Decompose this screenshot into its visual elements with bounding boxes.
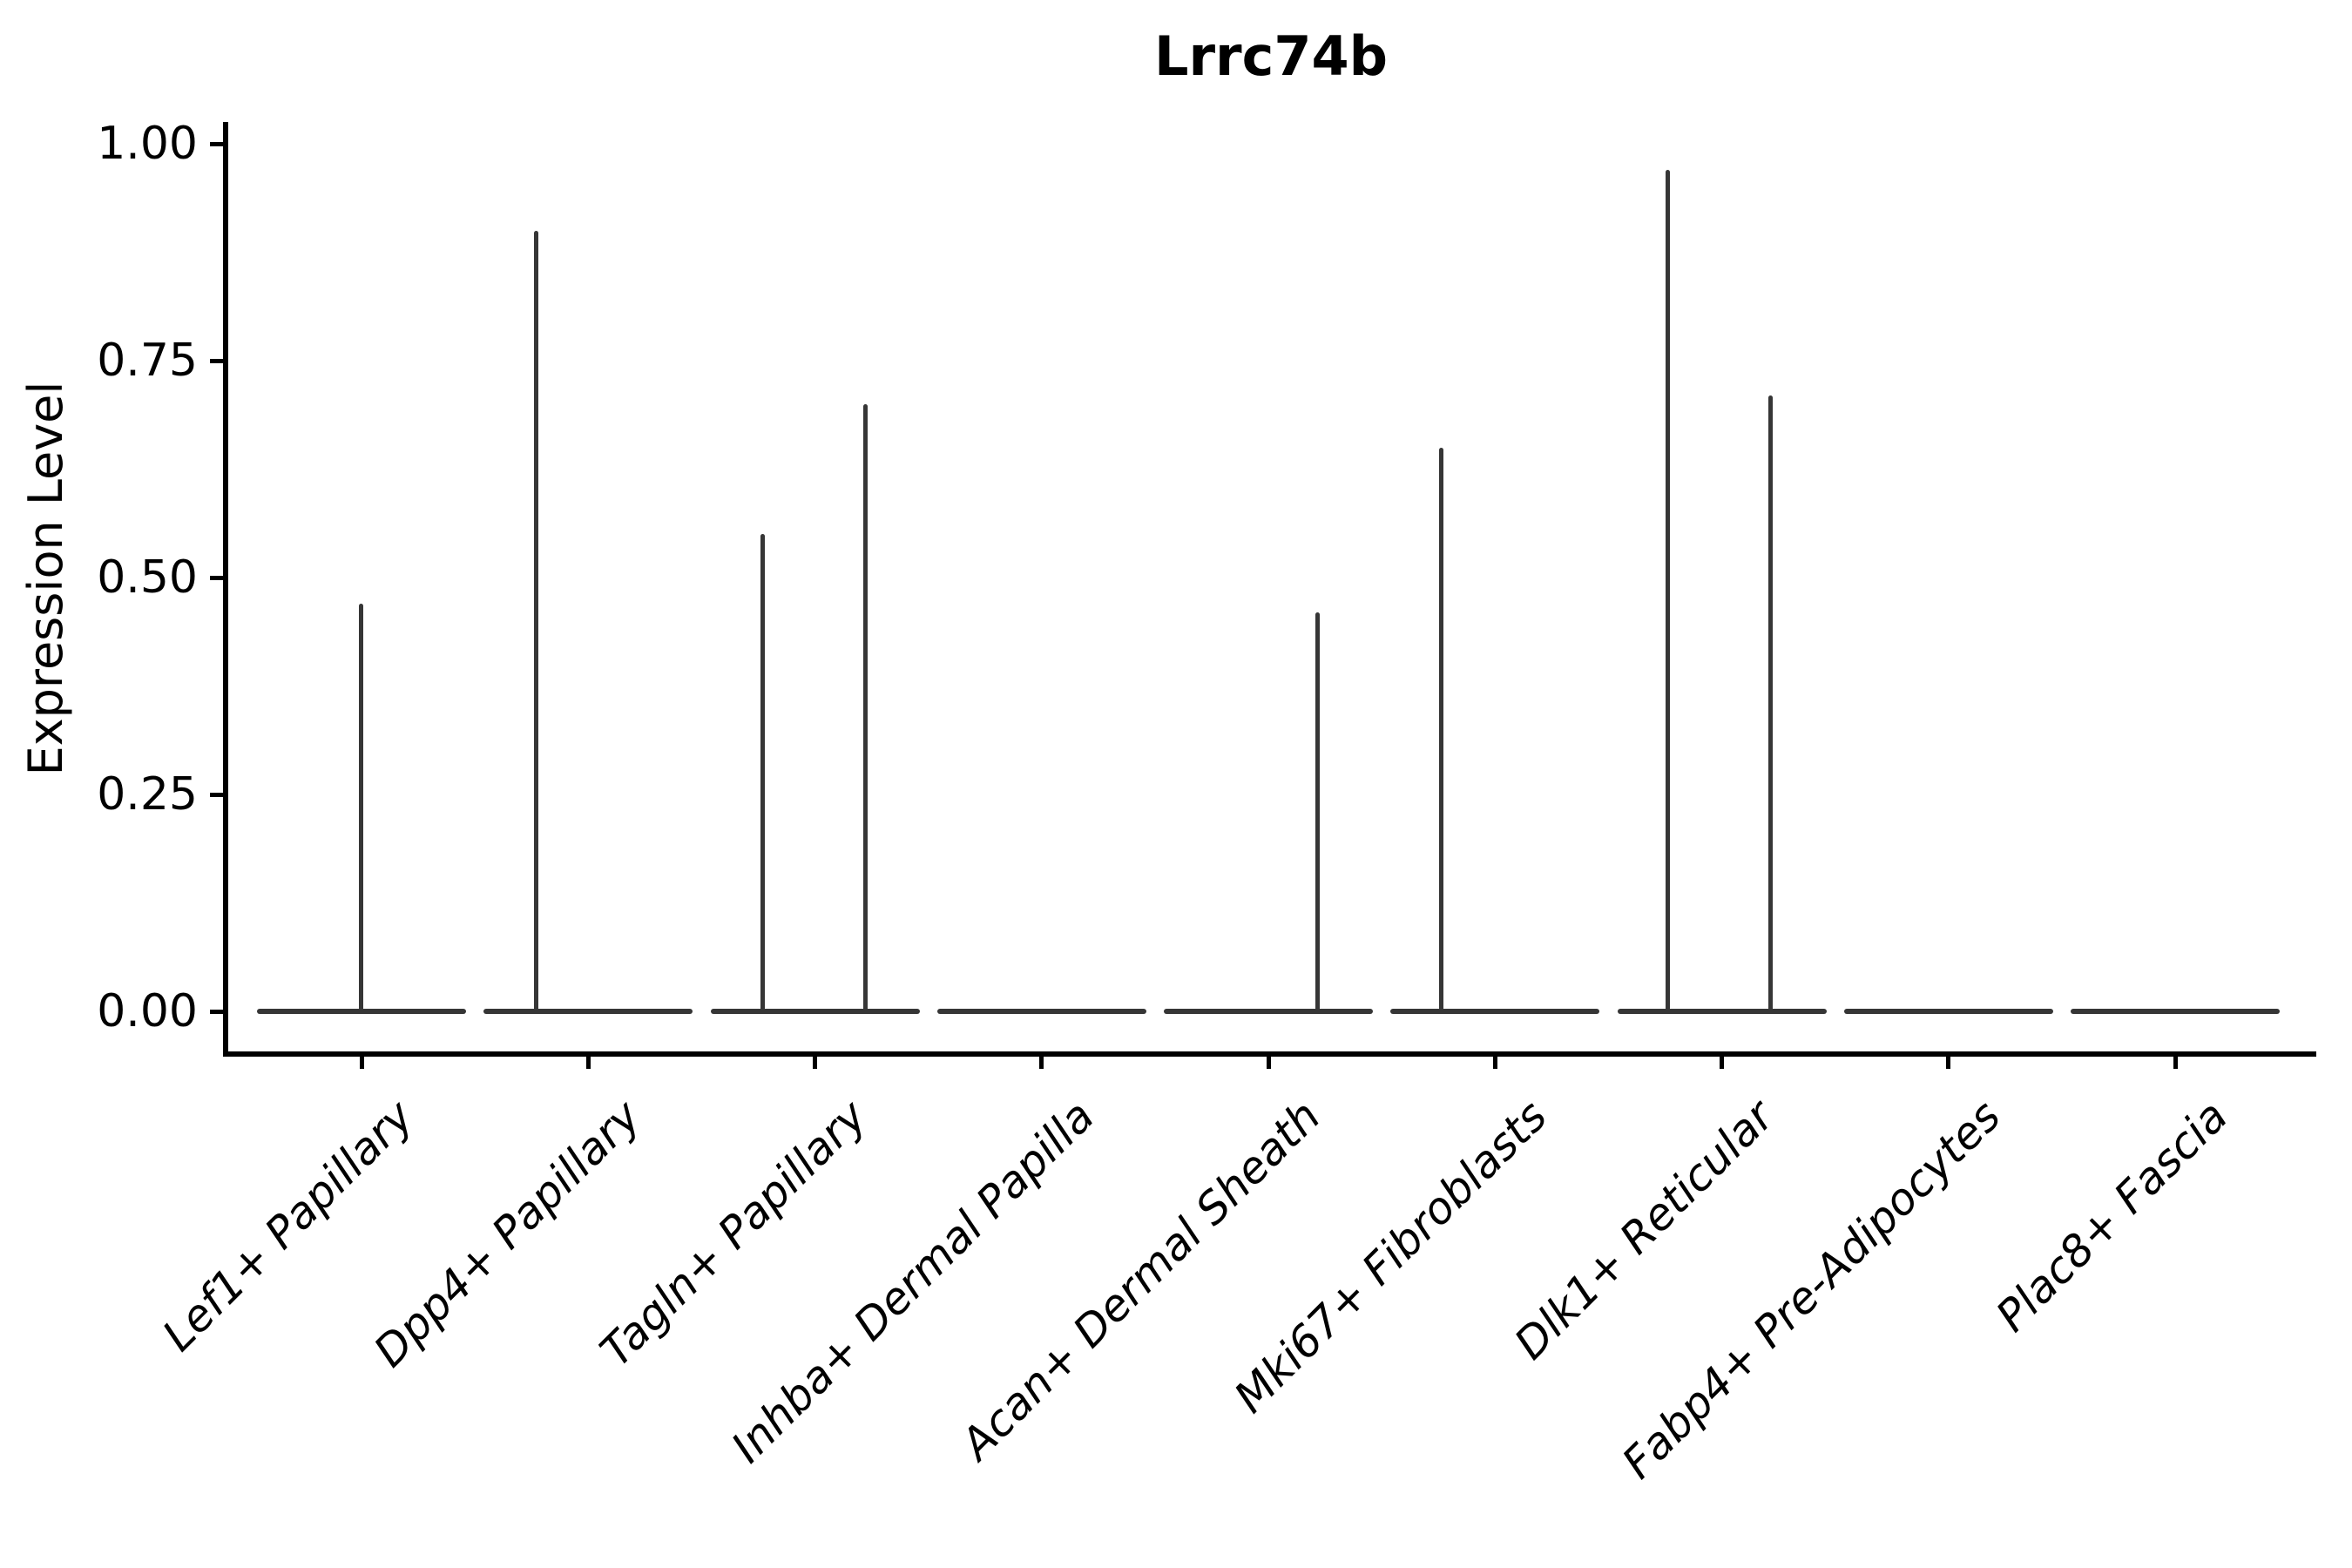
violin-spike xyxy=(358,603,363,1011)
violin-body xyxy=(936,1009,1146,1014)
violin-spike xyxy=(1315,612,1320,1011)
x-tick-label: Acan+ Dermal Sheath xyxy=(951,1091,1331,1470)
x-tick-label: Inhba+ Dermal Papilla xyxy=(721,1091,1104,1473)
x-tick-mark xyxy=(2173,1057,2178,1069)
x-tick-mark xyxy=(1720,1057,1724,1069)
x-tick-mark xyxy=(1266,1057,1271,1069)
x-tick-mark xyxy=(1946,1057,1951,1069)
chart-title: Lrrc74b xyxy=(1153,24,1389,88)
x-tick-label: Fabp4+ Pre-Adipocytes xyxy=(1612,1091,2011,1489)
violin-body xyxy=(710,1009,920,1014)
y-tick-label: 0.25 xyxy=(97,768,198,821)
violin-body xyxy=(1164,1009,1373,1014)
y-tick-mark xyxy=(210,1009,223,1014)
x-axis-spine xyxy=(223,1051,2316,1057)
y-tick-label: 0.50 xyxy=(97,551,198,604)
x-tick-label: Plac8+ Fascia xyxy=(1986,1091,2238,1342)
violin-body xyxy=(2071,1009,2280,1014)
y-tick-label: 1.00 xyxy=(97,118,198,170)
violin-spike xyxy=(533,230,538,1011)
y-tick-label: 0.75 xyxy=(97,335,198,387)
violin-body xyxy=(483,1009,693,1014)
x-tick-mark xyxy=(1039,1057,1044,1069)
x-tick-label: Lef1+ Papillary xyxy=(152,1091,424,1362)
violin-spike xyxy=(1768,395,1773,1011)
x-tick-mark xyxy=(813,1057,817,1069)
y-tick-mark xyxy=(210,141,223,146)
violin-body xyxy=(1843,1009,2053,1014)
violin-spike xyxy=(1438,447,1443,1011)
y-tick-mark xyxy=(210,358,223,363)
violin-body xyxy=(1617,1009,1827,1014)
y-tick-label: 0.00 xyxy=(97,985,198,1037)
violin-body xyxy=(1390,1009,1600,1014)
violin-spike xyxy=(1666,169,1670,1011)
y-axis-spine xyxy=(223,122,228,1057)
x-tick-mark xyxy=(585,1057,591,1069)
x-tick-mark xyxy=(1492,1057,1497,1069)
violin-spike xyxy=(760,534,765,1011)
violin-body xyxy=(257,1009,466,1014)
y-tick-mark xyxy=(210,575,223,580)
y-tick-mark xyxy=(210,792,223,797)
violin-spike xyxy=(863,403,868,1011)
x-tick-mark xyxy=(359,1057,364,1069)
